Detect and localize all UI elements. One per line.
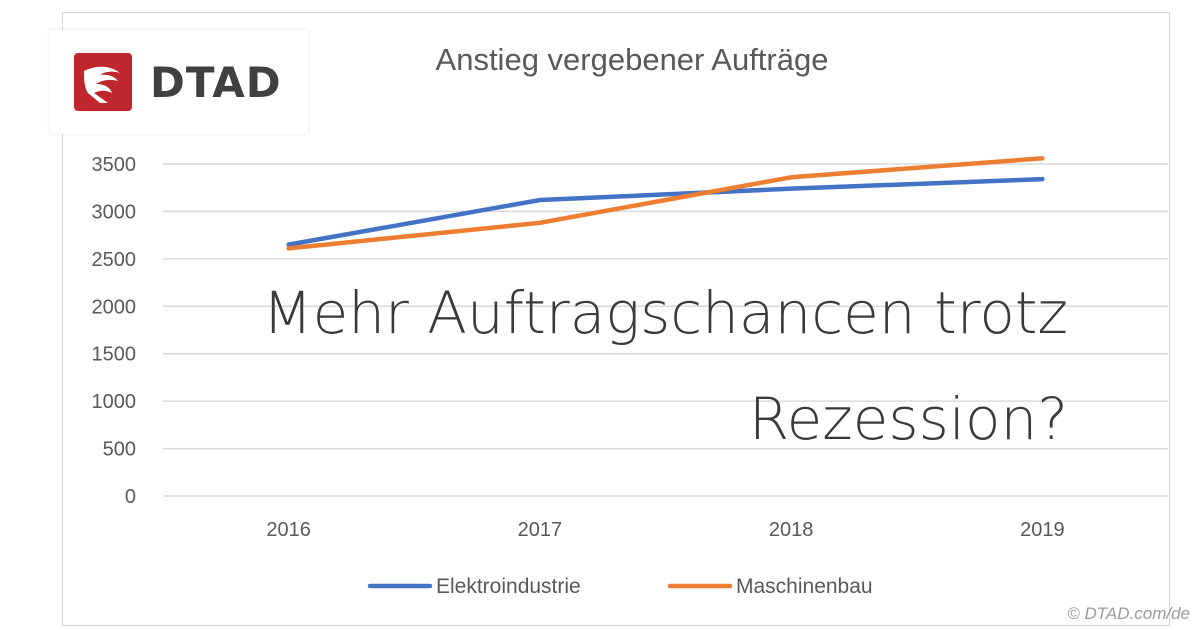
- legend-label: Maschinenbau: [736, 575, 873, 598]
- chart-title: Anstieg vergebener Aufträge: [436, 42, 829, 77]
- y-tick-label: 1500: [92, 344, 137, 366]
- y-tick-label: 500: [103, 439, 136, 461]
- x-tick-label: 2018: [769, 519, 814, 541]
- headline-line-1: Mehr Auftragschancen trotz: [262, 279, 1068, 347]
- headline: Mehr Auftragschancen trotz Rezession?: [150, 284, 1068, 448]
- y-tick-label: 2500: [92, 249, 137, 271]
- x-tick-label: 2019: [1020, 519, 1065, 541]
- y-tick-label: 3500: [92, 154, 137, 176]
- y-tick-label: 2000: [92, 296, 137, 318]
- y-tick-label: 0: [125, 486, 136, 508]
- copyright-notice: © DTAD.com/de: [1067, 604, 1190, 623]
- y-tick-label: 1000: [92, 391, 137, 413]
- series-line-elektroindustrie: [286, 176, 1045, 247]
- legend-label: Elektroindustrie: [436, 575, 581, 598]
- series-line-maschinenbau: [286, 156, 1045, 251]
- y-tick-label: 3000: [92, 201, 137, 223]
- x-tick-label: 2016: [266, 519, 311, 541]
- eagle-logo-icon: [74, 53, 132, 111]
- dtad-logo[interactable]: DTAD: [50, 30, 308, 134]
- logo-text: DTAD: [150, 57, 282, 107]
- headline-line-2: Rezession?: [748, 385, 1068, 453]
- x-tick-label: 2017: [518, 519, 563, 541]
